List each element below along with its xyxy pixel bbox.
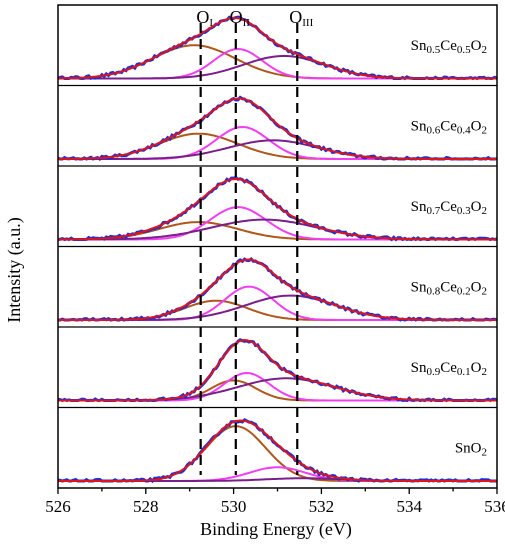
y-axis-title: Intensity (a.u.) <box>4 217 25 322</box>
fitted-envelope <box>57 17 497 80</box>
sample-label: Sn0.7Ce0.3O2 <box>411 199 487 217</box>
sample-label: Sn0.5Ce0.5O2 <box>411 38 487 56</box>
x-axis-title: Binding Energy (eV) <box>200 519 352 540</box>
fitted-envelope <box>58 419 497 482</box>
panel-6: SnO2 <box>57 406 497 484</box>
measured-spectrum <box>57 417 497 484</box>
x-tick-label: 526 <box>45 497 71 516</box>
peak-labels: OI OII OIII <box>196 7 313 29</box>
x-tick-label: 532 <box>309 497 335 516</box>
panel-5: Sn0.9Ce0.1O2 <box>57 326 498 403</box>
fitted-envelope <box>58 258 497 321</box>
peak-label: OII <box>230 7 251 29</box>
x-tick-label: 530 <box>221 497 247 516</box>
component-o-i-curve <box>58 425 497 482</box>
fitted-envelope <box>58 97 497 160</box>
sample-label: Sn0.6Ce0.4O2 <box>411 119 487 137</box>
sample-label: Sn0.8Ce0.2O2 <box>411 280 487 298</box>
x-axis: 526 528 530 532 534 536 <box>45 488 505 516</box>
panel-2: Sn0.6Ce0.4O2 <box>57 84 498 162</box>
x-tick-label: 534 <box>396 497 422 516</box>
x-tick-label: 536 <box>484 497 505 516</box>
panel-1: Sn0.5Ce0.5O2 <box>57 15 498 81</box>
x-tick-label: 528 <box>133 497 159 516</box>
panels-group: Sn0.5Ce0.5O2 Sn0.6Ce0.4O2 Sn0.7Ce0.3O2 Sn0.… <box>57 15 498 484</box>
fitted-envelope <box>58 177 497 241</box>
fitted-envelope <box>58 338 497 402</box>
sample-label: SnO2 <box>455 441 487 459</box>
sample-label: Sn0.9Ce0.1O2 <box>411 360 487 378</box>
panel-4: Sn0.8Ce0.2O2 <box>58 245 498 322</box>
peak-label: OI <box>196 7 213 29</box>
reference-lines <box>199 23 299 475</box>
panel-3: Sn0.7Ce0.3O2 <box>57 165 498 242</box>
peak-label: OIII <box>289 7 313 29</box>
